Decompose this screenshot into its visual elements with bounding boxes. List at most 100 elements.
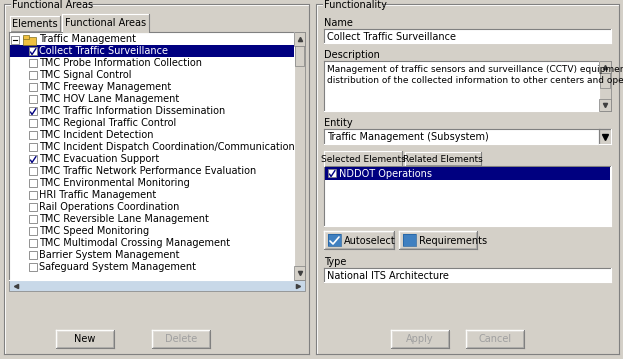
Text: NDDOT Operations: NDDOT Operations <box>339 169 432 179</box>
Text: Type: Type <box>324 257 346 267</box>
Text: TMC Environmental Monitoring: TMC Environmental Monitoring <box>39 178 190 188</box>
Text: TMC Traffic Information Dissemination: TMC Traffic Information Dissemination <box>39 106 226 116</box>
Bar <box>23 35 29 39</box>
Bar <box>599 61 611 73</box>
Bar <box>29 71 37 79</box>
Bar <box>403 234 416 246</box>
Bar <box>599 129 611 144</box>
Bar <box>29 263 37 271</box>
Bar <box>29 107 37 115</box>
Text: Description: Description <box>324 50 380 60</box>
Bar <box>29 167 37 175</box>
Text: TMC Incident Dispatch Coordination/Communication: TMC Incident Dispatch Coordination/Commu… <box>39 142 295 152</box>
Bar <box>29 227 37 235</box>
Text: Selected Elements: Selected Elements <box>321 155 406 164</box>
Bar <box>324 61 599 111</box>
Text: TMC Freeway Management: TMC Freeway Management <box>39 82 171 92</box>
Text: TMC Speed Monitoring: TMC Speed Monitoring <box>39 226 149 236</box>
Bar <box>29 47 37 55</box>
Text: National ITS Architecture: National ITS Architecture <box>327 271 449 281</box>
Bar <box>405 152 481 165</box>
Text: Cancel: Cancel <box>478 334 511 344</box>
Text: HRI Traffic Management: HRI Traffic Management <box>39 190 156 200</box>
Bar <box>325 167 610 180</box>
Text: Collect Traffic Surveillance: Collect Traffic Surveillance <box>39 46 168 56</box>
Bar <box>324 129 599 144</box>
Bar <box>9 32 294 280</box>
Bar <box>403 234 416 246</box>
Text: Traffic Management (Subsystem): Traffic Management (Subsystem) <box>327 132 489 142</box>
Bar <box>324 231 394 249</box>
Text: Rail Operations Coordination: Rail Operations Coordination <box>39 202 179 212</box>
Bar <box>29 251 37 259</box>
Bar <box>328 234 341 246</box>
Text: Functional Areas: Functional Areas <box>12 0 93 10</box>
Bar <box>29 179 37 187</box>
Text: TMC Traffic Network Performance Evaluation: TMC Traffic Network Performance Evaluati… <box>39 166 256 176</box>
Text: Safeguard System Management: Safeguard System Management <box>39 262 196 272</box>
Text: Entity: Entity <box>324 118 353 128</box>
Bar <box>324 268 611 282</box>
Text: Name: Name <box>324 18 353 28</box>
Bar <box>29 191 37 199</box>
Bar <box>324 151 402 166</box>
Bar <box>391 330 449 348</box>
Bar <box>152 330 210 348</box>
Bar <box>599 99 611 111</box>
Text: Elements: Elements <box>12 19 58 29</box>
Text: Collect Traffic Surveillance: Collect Traffic Surveillance <box>327 32 456 42</box>
Text: TMC HOV Lane Management: TMC HOV Lane Management <box>39 94 179 104</box>
Text: Apply: Apply <box>406 334 434 344</box>
Bar <box>29 203 37 211</box>
Bar <box>294 32 305 280</box>
Bar <box>600 73 610 88</box>
Text: Autoselect: Autoselect <box>344 236 396 246</box>
Bar <box>10 16 60 31</box>
Bar <box>4 4 309 354</box>
Text: New: New <box>74 334 96 344</box>
Text: TMC Signal Control: TMC Signal Control <box>39 70 131 80</box>
Bar <box>294 266 305 280</box>
Text: Functional Areas: Functional Areas <box>65 18 146 28</box>
Bar <box>29 59 37 67</box>
Text: Barrier System Management: Barrier System Management <box>39 250 179 260</box>
Bar <box>10 45 294 57</box>
Bar <box>295 46 304 66</box>
Text: Delete: Delete <box>165 334 197 344</box>
Bar <box>9 280 305 291</box>
Text: TMC Probe Information Collection: TMC Probe Information Collection <box>39 58 202 68</box>
Bar <box>328 169 336 177</box>
Text: TMC Incident Detection: TMC Incident Detection <box>39 130 153 140</box>
Bar <box>399 231 477 249</box>
Bar <box>23 37 36 45</box>
Text: TMC Evacuation Support: TMC Evacuation Support <box>39 154 159 164</box>
Bar <box>316 4 619 354</box>
Text: Requirements: Requirements <box>419 236 487 246</box>
Text: Related Elements: Related Elements <box>403 154 483 163</box>
Text: TMC Regional Traffic Control: TMC Regional Traffic Control <box>39 118 176 128</box>
Bar <box>29 143 37 151</box>
Bar <box>29 215 37 223</box>
Bar <box>29 155 37 163</box>
Bar <box>466 330 524 348</box>
Bar <box>324 166 611 226</box>
Bar <box>11 36 19 44</box>
Text: TMC Multimodal Crossing Management: TMC Multimodal Crossing Management <box>39 238 230 248</box>
Bar <box>294 32 305 46</box>
Bar <box>56 330 114 348</box>
Bar <box>599 61 611 111</box>
Text: distribution of the collected information to other centers and operators.: distribution of the collected informatio… <box>327 76 623 85</box>
Bar <box>63 30 149 33</box>
Text: Management of traffic sensors and surveillance (CCTV) equipment, and: Management of traffic sensors and survei… <box>327 65 623 74</box>
Text: Functionality: Functionality <box>324 0 387 10</box>
Bar <box>324 29 611 43</box>
Bar <box>29 239 37 247</box>
Bar <box>29 83 37 91</box>
Text: Traffic Management: Traffic Management <box>39 34 136 44</box>
Bar <box>62 14 149 31</box>
Bar <box>328 234 341 246</box>
Bar <box>29 119 37 127</box>
Bar <box>29 95 37 103</box>
Text: TMC Reversible Lane Management: TMC Reversible Lane Management <box>39 214 209 224</box>
Bar <box>9 32 294 280</box>
